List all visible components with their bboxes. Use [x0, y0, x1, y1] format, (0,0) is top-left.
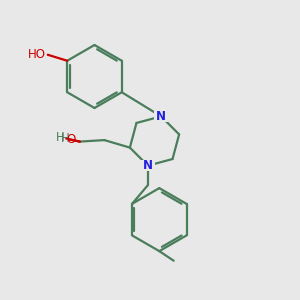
- Text: O: O: [67, 133, 76, 146]
- FancyBboxPatch shape: [141, 160, 154, 171]
- Text: H: H: [56, 131, 64, 144]
- Text: N: N: [156, 110, 166, 123]
- Text: HO: HO: [28, 48, 46, 61]
- FancyBboxPatch shape: [154, 111, 168, 122]
- Text: N: N: [143, 159, 153, 172]
- Text: H: H: [61, 132, 70, 145]
